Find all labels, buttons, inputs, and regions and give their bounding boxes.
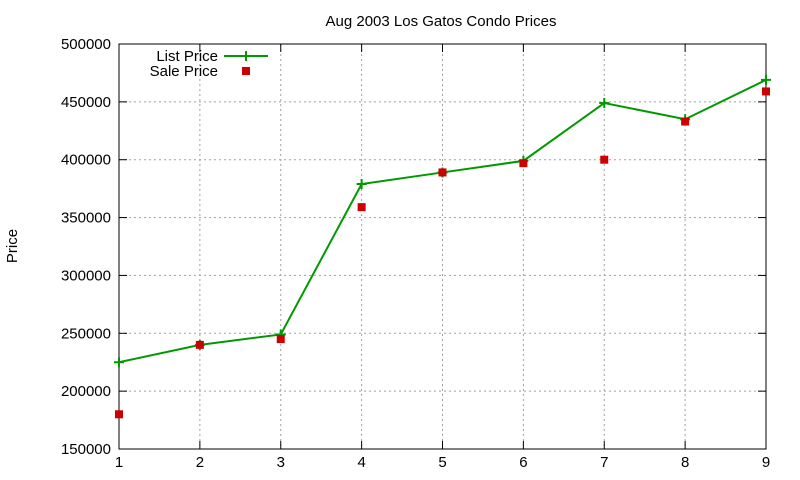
sale-price-point xyxy=(762,87,770,96)
legend-label-list-price: List Price xyxy=(156,48,218,65)
series-layer xyxy=(114,74,771,419)
y-axis: 150000 200000 250000 300000 350000 400000 4500… xyxy=(61,36,766,458)
x-tick-label: 5 xyxy=(438,454,446,471)
x-tick-label: 2 xyxy=(196,454,204,471)
legend-label-sale-price: Sale Price xyxy=(150,63,218,80)
x-tick-label: 7 xyxy=(600,454,608,471)
list-price-point xyxy=(599,98,610,109)
list-price-point xyxy=(114,357,124,368)
y-tick-label: 350000 xyxy=(61,210,111,227)
x-tick-label: 9 xyxy=(762,454,770,471)
y-tick-label: 500000 xyxy=(61,36,111,53)
x-axis: 1 2 3 4 5 6 7 8 9 xyxy=(115,44,770,471)
sale-price-point xyxy=(115,410,123,419)
y-tick-label: 200000 xyxy=(61,383,111,400)
y-tick-label: 300000 xyxy=(61,267,111,284)
legend: List Price Sale Price xyxy=(150,48,268,80)
y-tick-label: 150000 xyxy=(61,441,111,458)
x-tick-label: 3 xyxy=(277,454,285,471)
x-tick-label: 4 xyxy=(357,454,365,471)
legend-marker-list-price xyxy=(241,51,251,61)
sale-price-point xyxy=(357,203,366,212)
sale-price-point xyxy=(519,159,528,168)
sale-price-point xyxy=(276,335,285,344)
sale-price-point xyxy=(438,168,447,177)
chart-title: Aug 2003 Los Gatos Condo Prices xyxy=(326,13,557,30)
x-tick-label: 6 xyxy=(519,454,527,471)
y-axis-label: Price xyxy=(4,229,21,263)
y-tick-label: 450000 xyxy=(61,94,111,111)
grid-lines xyxy=(119,44,766,449)
sale-price-point xyxy=(600,155,609,164)
y-tick-label: 400000 xyxy=(61,152,111,169)
x-tick-label: 1 xyxy=(115,454,123,471)
list-price-point xyxy=(356,179,367,190)
y-tick-label: 250000 xyxy=(61,325,111,342)
sale-price-point xyxy=(195,340,204,349)
x-tick-label: 8 xyxy=(681,454,689,471)
sale-price-point xyxy=(681,117,690,126)
legend-marker-sale-price xyxy=(242,67,250,75)
list-price-point xyxy=(761,74,771,85)
